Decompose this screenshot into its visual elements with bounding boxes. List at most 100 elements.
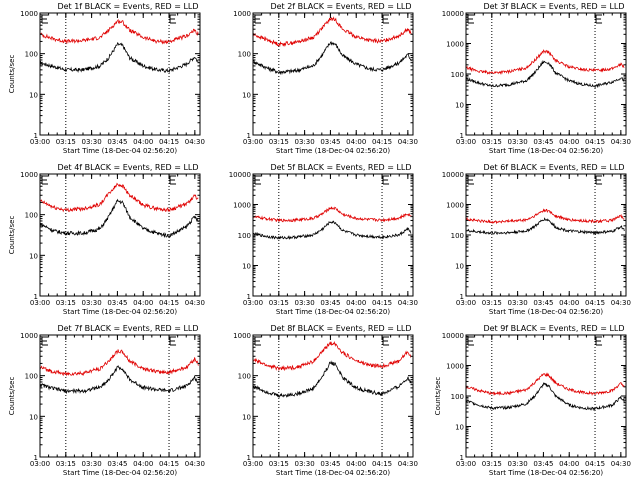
x-tick-label: 03:00 [30,138,50,146]
x-tick-label: 03:15 [269,138,289,146]
y-tick-label: 1 [247,293,251,301]
y-tick-label: 100 [25,373,38,381]
x-tick-label: 04:30 [611,138,631,146]
panel-title: Det 5f BLACK = Events, RED = LLD [270,163,411,172]
x-tick-label: 04:15 [585,138,605,146]
bracket-marker [595,14,603,24]
y-tick-label: 1000 [446,41,464,49]
x-tick-label: 03:30 [82,460,102,468]
panel-det-7: Det 7f BLACK = Events, RED = LLD 1 10 100 10… [8,324,205,477]
panel-det-9: Det 9f BLACK = Events, RED = LLD 1 10 100 10… [434,324,631,477]
y-tick-label: 1 [34,454,38,462]
panel-title: Det 1f BLACK = Events, RED = LLD [57,2,198,11]
panel-det-6: Det 6f BLACK = Events, RED = LLD 1 10 100 10… [442,163,631,316]
x-tick-label: 04:00 [133,138,153,146]
panel-det-8: Det 8f BLACK = Events, RED = LLD 1 10 100 10… [233,324,418,477]
x-tick-label: 04:15 [159,138,179,146]
bracket-marker [382,175,390,185]
x-tick-label: 04:30 [398,138,418,146]
bracket-marker [382,14,390,24]
x-tick-label: 04:30 [185,460,205,468]
series-lld [252,340,412,372]
y-tick-label: 1 [247,454,251,462]
x-tick-label: 03:30 [508,460,528,468]
series-lld [39,182,199,213]
series-lld [465,372,625,396]
bracket-marker [254,336,261,346]
x-axis-label: Start Time (18-Dec-04 02:56:20) [489,308,603,316]
series-lld [39,18,199,45]
x-tick-label: 03:00 [456,299,476,307]
series-events [465,217,625,236]
series-events [252,360,412,398]
panel-title: Det 4f BLACK = Events, RED = LLD [57,163,198,172]
y-tick-label: 10 [455,263,464,271]
panel-title: Det 8f BLACK = Events, RED = LLD [270,324,411,333]
y-tick-label: 100 [25,212,38,220]
x-tick-label: 03:00 [30,299,50,307]
x-tick-label: 03:00 [243,460,263,468]
y-tick-label: 1 [34,293,38,301]
x-tick-label: 03:15 [269,460,289,468]
y-axis-label: Counts/sec [8,216,16,255]
series-lld [252,16,412,47]
y-tick-label: 100 [451,71,464,79]
bracket-marker [467,14,474,24]
x-tick-label: 04:15 [159,460,179,468]
plot-frame [465,173,627,297]
y-tick-label: 10000 [442,171,464,179]
x-tick-label: 03:45 [320,460,340,468]
y-tick-label: 100 [451,232,464,240]
y-tick-label: 10000 [442,332,464,340]
x-tick-label: 03:00 [30,460,50,468]
x-tick-label: 03:15 [482,299,502,307]
series-lld [465,49,625,75]
x-tick-label: 03:15 [269,299,289,307]
x-tick-label: 04:30 [185,299,205,307]
y-tick-label: 10 [455,102,464,110]
y-tick-label: 1000 [446,363,464,371]
plot-frame [465,12,627,136]
y-tick-label: 10 [29,91,38,99]
x-tick-label: 03:45 [533,138,553,146]
y-tick-label: 1000 [233,332,251,340]
x-tick-label: 03:45 [320,138,340,146]
x-tick-label: 04:15 [585,460,605,468]
series-events [465,382,625,412]
x-tick-label: 04:00 [559,299,579,307]
x-axis-label: Start Time (18-Dec-04 02:56:20) [63,308,177,316]
x-tick-label: 03:00 [456,460,476,468]
y-tick-label: 100 [238,373,251,381]
y-tick-label: 1000 [233,202,251,210]
x-tick-label: 03:30 [82,299,102,307]
panel-title: Det 3f BLACK = Events, RED = LLD [483,2,624,11]
x-tick-label: 04:30 [398,299,418,307]
bracket-marker [254,175,261,185]
x-tick-label: 04:30 [611,299,631,307]
plot-frame [39,334,201,458]
x-tick-label: 03:45 [533,299,553,307]
series-events [39,364,199,395]
x-tick-label: 03:00 [456,138,476,146]
y-tick-label: 1000 [20,171,38,179]
bracket-marker [254,14,261,24]
x-tick-label: 04:00 [559,138,579,146]
panel-det-4: Det 4f BLACK = Events, RED = LLD 1 10 100 10… [8,163,205,316]
x-tick-label: 03:30 [508,299,528,307]
y-tick-label: 1 [460,454,464,462]
series-lld [39,349,199,377]
x-tick-label: 04:30 [611,460,631,468]
x-tick-label: 03:30 [82,138,102,146]
panel-det-5: Det 5f BLACK = Events, RED = LLD 1 10 100 10… [229,163,418,316]
y-tick-label: 10 [29,413,38,421]
x-tick-label: 03:15 [482,138,502,146]
bracket-marker [41,14,48,24]
x-tick-label: 03:15 [56,299,76,307]
x-tick-label: 03:00 [243,299,263,307]
x-tick-label: 04:15 [585,299,605,307]
panel-title: Det 2f BLACK = Events, RED = LLD [270,2,411,11]
x-tick-label: 03:30 [508,138,528,146]
bracket-marker [595,336,603,346]
y-tick-label: 100 [238,232,251,240]
x-tick-label: 04:30 [185,138,205,146]
